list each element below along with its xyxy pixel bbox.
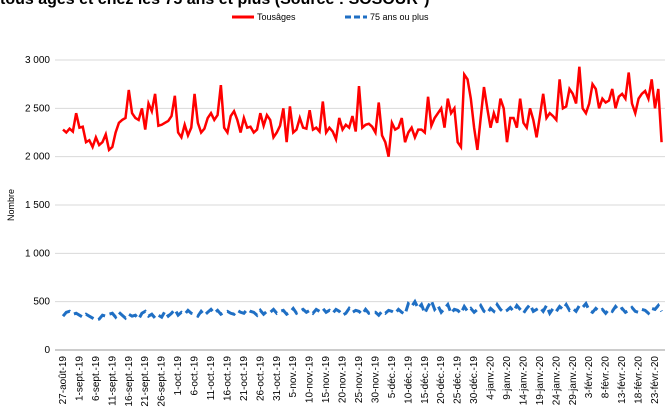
x-tick-label: 3-févr.-20: [584, 356, 595, 399]
y-tick-label: 1 000: [25, 248, 50, 259]
x-tick-label: 11-sept.-19: [107, 356, 118, 406]
x-tick-label: 24-janv.-20: [551, 356, 562, 406]
y-axis-label: Nombre: [6, 189, 16, 221]
x-tick-label: 13-févr.-20: [617, 356, 628, 404]
x-tick-label: 20-nov.-19: [338, 356, 349, 404]
x-tick-label: 20-déc.-19: [436, 356, 447, 404]
x-tick-label: 25-nov.-19: [354, 356, 365, 404]
legend-label: 75 ans ou plus: [370, 12, 429, 22]
y-tick-label: 0: [44, 345, 50, 356]
x-tick-label: 8-févr.-20: [601, 356, 612, 399]
x-tick-label: 21-oct.-19: [239, 356, 250, 401]
x-tick-label: 16-oct.-19: [222, 356, 233, 401]
x-tick-label: 1-oct.-19: [173, 356, 184, 396]
y-tick-label: 500: [33, 297, 50, 308]
x-tick-label: 6-oct.-19: [190, 356, 201, 396]
y-tick-label: 3 000: [25, 55, 50, 66]
chart-title: tous âges et chez les 75 ans et plus (So…: [0, 0, 429, 8]
x-tick-label: 14-janv.-20: [518, 356, 529, 406]
x-tick-label: 11-oct.-19: [206, 356, 217, 401]
x-tick-label: 29-janv.-20: [568, 356, 579, 406]
x-tick-label: 21-sept.-19: [140, 356, 151, 407]
x-tick-label: 5-déc.-19: [387, 356, 398, 399]
x-tick-label: 15-déc.-19: [420, 356, 431, 404]
series-line: [61, 297, 663, 322]
x-tick-label: 31-oct.-19: [272, 356, 283, 401]
x-tick-label: 4-janv.-20: [486, 356, 497, 400]
x-tick-label: 10-nov.-19: [305, 356, 316, 404]
x-tick-label: 10-déc.-19: [403, 356, 414, 404]
x-tick-label: 27-août-19: [58, 356, 69, 405]
x-tick-label: 23-févr.-20: [650, 356, 661, 404]
x-tick-label: 6-sept.-19: [91, 356, 102, 401]
x-tick-label: 5-nov.-19: [288, 356, 299, 398]
x-tick-label: 19-janv.-20: [535, 356, 546, 406]
x-tick-label: 16-sept.-19: [124, 356, 135, 407]
x-tick-label: 26-oct.-19: [255, 356, 266, 401]
x-tick-label: 9-janv.-20: [502, 356, 513, 400]
y-tick-label: 1 500: [25, 200, 50, 211]
y-tick-label: 2 500: [25, 103, 50, 114]
y-tick-label: 2 000: [25, 152, 50, 163]
x-tick-label: 18-févr.-20: [634, 356, 645, 404]
x-tick-label: 25-déc.-19: [453, 356, 464, 404]
x-tick-label: 30-déc.-19: [469, 356, 480, 404]
legend-label: Tousâges: [257, 12, 296, 22]
x-tick-label: 30-nov.-19: [370, 356, 381, 404]
series-line: [62, 66, 663, 157]
x-tick-label: 26-sept.-19: [157, 356, 168, 407]
x-tick-label: 15-nov.-19: [321, 356, 332, 404]
x-tick-label: 1-sept.-19: [74, 356, 85, 401]
